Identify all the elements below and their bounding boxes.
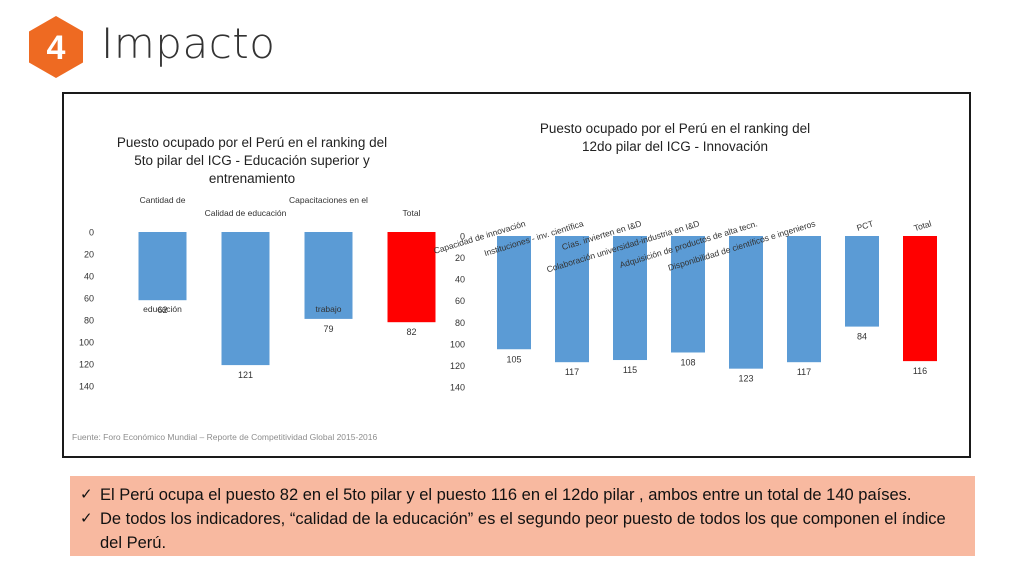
data-label: 116 <box>913 366 927 376</box>
bar <box>729 236 763 369</box>
category-label: Total <box>912 218 932 233</box>
y-tick-label: 120 <box>79 360 94 370</box>
step-badge: 4 <box>29 16 83 78</box>
source-note: Fuente: Foro Económico Mundial – Reporte… <box>72 432 378 442</box>
category-label: Cantidad de <box>140 195 186 205</box>
y-tick-label: 0 <box>460 232 465 242</box>
conclusions-box: ✓ El Perú ocupa el puesto 82 en el 5to p… <box>70 476 975 556</box>
data-label: 84 <box>857 332 867 342</box>
data-label: 115 <box>623 365 637 375</box>
y-tick-label: 60 <box>84 294 94 304</box>
y-tick-label: 60 <box>455 296 465 306</box>
data-label: 123 <box>738 374 753 384</box>
conclusion-item: ✓ De todos los indicadores, “calidad de … <box>80 507 965 555</box>
page-title: Impacto <box>101 19 276 68</box>
bar <box>387 232 436 323</box>
bar <box>613 236 647 361</box>
data-label: 121 <box>238 370 253 380</box>
chart-title-line: entrenamiento <box>209 171 295 186</box>
chart-title-line: Puesto ocupado por el Perú en el ranking… <box>540 121 810 136</box>
y-tick-label: 20 <box>84 250 94 260</box>
y-tick-label: 80 <box>84 316 94 326</box>
y-tick-label: 40 <box>455 275 465 285</box>
bar <box>903 236 937 362</box>
conclusion-text: De todos los indicadores, “calidad de la… <box>100 510 946 552</box>
bar <box>845 236 879 327</box>
bar <box>304 232 353 319</box>
y-tick-label: 100 <box>450 339 465 349</box>
bar <box>671 236 705 353</box>
data-label: 117 <box>797 367 811 377</box>
y-tick-label: 0 <box>89 228 94 238</box>
category-label: educación <box>143 304 182 314</box>
bar <box>787 236 821 363</box>
charts-panel: Puesto ocupado por el Perú en el ranking… <box>62 92 971 458</box>
check-icon: ✓ <box>80 510 93 527</box>
category-label: Capacitaciones en el <box>289 195 368 205</box>
chart-title-line: 12do pilar del ICG - Innovación <box>582 139 768 154</box>
data-label: 79 <box>323 324 333 334</box>
step-badge-shape <box>29 16 83 78</box>
chart-title-line: 5to pilar del ICG - Educación superior y <box>134 153 370 168</box>
charts-canvas: Puesto ocupado por el Perú en el ranking… <box>72 121 937 442</box>
y-tick-label: 140 <box>79 382 94 392</box>
data-label: 108 <box>680 357 695 367</box>
y-tick-label: 100 <box>79 338 94 348</box>
conclusion-text: El Perú ocupa el puesto 82 en el 5to pil… <box>100 486 912 504</box>
check-icon: ✓ <box>80 486 93 503</box>
y-tick-label: 20 <box>455 253 465 263</box>
bar <box>497 236 531 350</box>
bar <box>555 236 589 363</box>
category-label: Total <box>403 208 421 218</box>
data-label: 105 <box>506 354 521 364</box>
data-label: 117 <box>565 367 579 377</box>
step-number: 4 <box>47 29 66 67</box>
data-label: 62 <box>157 305 167 315</box>
bar <box>221 232 270 366</box>
category-label: trabajo <box>316 304 342 314</box>
conclusion-item: ✓ El Perú ocupa el puesto 82 en el 5to p… <box>80 483 965 507</box>
bar <box>138 232 187 301</box>
category-label: PCT <box>855 218 874 233</box>
y-tick-label: 120 <box>450 361 465 371</box>
y-tick-label: 40 <box>84 272 94 282</box>
y-tick-label: 80 <box>455 318 465 328</box>
category-label: Calidad de educación <box>205 208 287 218</box>
data-label: 82 <box>406 327 416 337</box>
y-tick-label: 140 <box>450 383 465 393</box>
chart-title-line: Puesto ocupado por el Perú en el ranking… <box>117 135 387 150</box>
